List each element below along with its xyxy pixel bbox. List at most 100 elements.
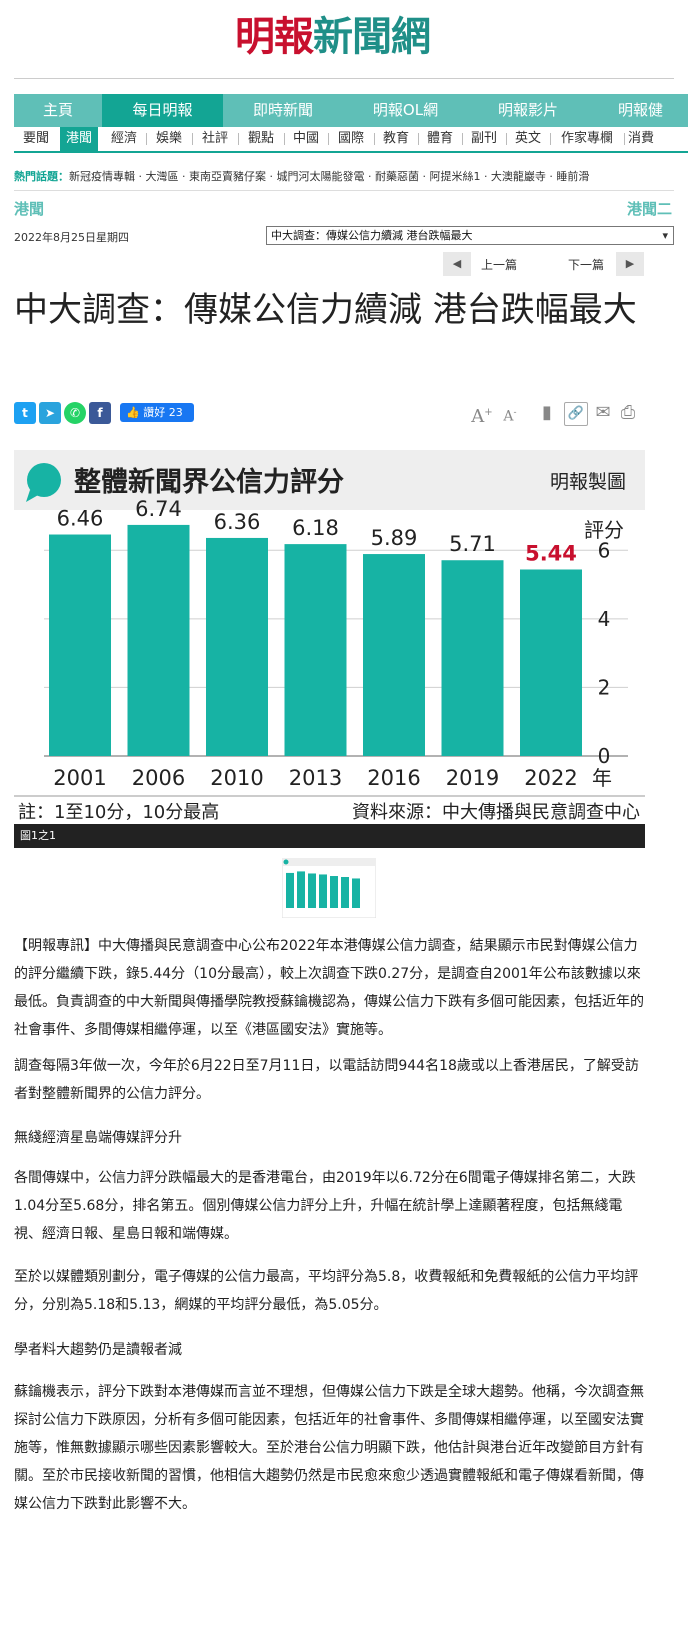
primary-nav: 主頁 每日明報 即時新聞 明報OL網 明報影片 明報健 bbox=[14, 94, 688, 127]
print-icon[interactable]: ⎙ bbox=[620, 402, 636, 423]
credibility-bar-chart: 整體新聞界公信力評分 明報製圖 評分 6.46 2001 6.74 2006 6.36 2… bbox=[14, 450, 645, 824]
prev-label: 上一篇 bbox=[481, 258, 518, 272]
bar-value-label: 6.46 bbox=[57, 507, 104, 531]
subnav-item[interactable]: 教育 bbox=[382, 131, 409, 146]
x-tick-label: 2013 bbox=[289, 766, 342, 790]
nav-video[interactable]: 明報影片 bbox=[497, 101, 558, 119]
bar-value-label: 6.74 bbox=[135, 497, 182, 521]
divider bbox=[192, 133, 193, 145]
chevron-down-icon: ▾ bbox=[662, 229, 668, 242]
chart-credit: 明報製圖 bbox=[550, 471, 626, 493]
divider bbox=[624, 133, 625, 145]
subnav-item[interactable]: 要聞 bbox=[22, 131, 49, 146]
divider bbox=[146, 133, 147, 145]
like-label: 讚好 23 bbox=[143, 406, 183, 419]
chevron-left-icon: ◀ bbox=[443, 252, 471, 276]
site-logo[interactable]: 明報新聞網 bbox=[0, 0, 688, 80]
bar bbox=[520, 569, 582, 756]
divider bbox=[550, 133, 551, 145]
y-tick-label: 6 bbox=[598, 538, 611, 562]
article-title: 中大調查：傳媒公信力續減 港台跌幅最大 bbox=[14, 290, 637, 330]
prev-article-button[interactable]: ◀ 上一篇 bbox=[443, 252, 538, 276]
chat-bubble-icon bbox=[27, 463, 61, 497]
figure-thumbnail[interactable] bbox=[282, 858, 376, 918]
like-button[interactable]: 👍 讚好 23 bbox=[120, 403, 194, 422]
article-paragraph: 蘇鑰機表示，評分下跌對本港傳媒而言並不理想，但傳媒公信力下跌是全球大趨勢。他稱，… bbox=[14, 1384, 644, 1512]
divider bbox=[284, 133, 285, 145]
email-icon[interactable]: ✉ bbox=[595, 402, 611, 423]
y-axis-label: 評分 bbox=[584, 518, 624, 542]
subnav-item[interactable]: 觀點 bbox=[247, 131, 274, 146]
thumb-bar bbox=[352, 878, 360, 908]
chevron-right-icon: ▶ bbox=[616, 252, 644, 276]
chart-note: 註：1至10分，10分最高 bbox=[18, 802, 219, 823]
chart-source: 資料來源：中大傳播與民意調查中心 bbox=[352, 802, 640, 823]
link-icon[interactable]: 🔗 bbox=[564, 402, 588, 426]
x-axis-unit: 年 bbox=[592, 766, 612, 790]
bar-value-label: 5.71 bbox=[449, 532, 496, 556]
section-left-link[interactable]: 港聞 bbox=[14, 200, 45, 218]
bar bbox=[127, 524, 190, 756]
x-tick-label: 2016 bbox=[367, 766, 420, 790]
font-increase-icon[interactable]: A+ bbox=[471, 406, 493, 427]
article-subheading: 無綫經濟星島端傳媒評分升 bbox=[14, 1130, 182, 1146]
bar-value-label: 6.18 bbox=[292, 516, 339, 540]
subnav-item[interactable]: 作家專欄 bbox=[560, 131, 613, 146]
whatsapp-icon[interactable]: ✆ bbox=[64, 402, 86, 424]
divider bbox=[418, 133, 419, 145]
nav-health[interactable]: 明報健 bbox=[618, 101, 664, 119]
chart-header-bg bbox=[14, 450, 645, 510]
divider bbox=[374, 133, 375, 145]
section-right-link[interactable]: 港聞二 bbox=[626, 200, 672, 218]
subnav-item[interactable]: 國際 bbox=[337, 131, 364, 146]
thumb-bar bbox=[341, 877, 349, 908]
secondary-nav: 要聞 港聞 經濟 娛樂 社評 觀點 中國 國際 教育 體育 副刊 英文 作家專欄… bbox=[14, 127, 688, 153]
subnav-item[interactable]: 英文 bbox=[514, 131, 541, 146]
nav-instant[interactable]: 即時新聞 bbox=[252, 101, 313, 119]
x-tick-label: 2022 bbox=[524, 766, 577, 790]
chat-bubble-tail bbox=[26, 490, 40, 502]
thumb-bar bbox=[330, 876, 338, 908]
subnav-item[interactable]: 體育 bbox=[426, 131, 453, 146]
nav-daily[interactable]: 每日明報 bbox=[102, 94, 223, 127]
subnav-item[interactable]: 消費 bbox=[628, 131, 655, 146]
next-label: 下一篇 bbox=[568, 258, 605, 272]
article-paragraph: 至於以媒體類別劃分，電子傳媒的公信力最高，平均評分為5.8，收費報紙和免費報紙的… bbox=[14, 1269, 639, 1313]
nav-home[interactable]: 主頁 bbox=[42, 101, 73, 119]
article-subheading: 學者料大趨勢仍是讀報者減 bbox=[14, 1342, 182, 1358]
divider bbox=[506, 133, 507, 145]
y-tick-label: 4 bbox=[598, 607, 611, 631]
x-tick-label: 2006 bbox=[132, 766, 185, 790]
divider bbox=[328, 133, 329, 145]
facebook-icon[interactable]: f bbox=[89, 402, 111, 424]
hot-topics: 熱門話題：新冠疫情專輯 · 大灣區 · 東南亞賣豬仔案 · 城門河太陽能發電 ·… bbox=[14, 168, 688, 186]
telegram-icon[interactable]: ➤ bbox=[39, 402, 61, 424]
subnav-item[interactable]: 娛樂 bbox=[155, 131, 182, 146]
subnav-item-active[interactable]: 港聞 bbox=[60, 127, 98, 151]
hot-topics-links[interactable]: 新冠疫情專輯 · 大灣區 · 東南亞賣豬仔案 · 城門河太陽能發電 · 耐藥惡菌… bbox=[69, 170, 590, 183]
figure-caption: 圖1之1 bbox=[14, 824, 645, 848]
bar bbox=[49, 534, 111, 756]
subnav-item[interactable]: 社評 bbox=[201, 131, 228, 146]
article-select-value: 中大調查：傳媒公信力續減 港台跌幅最大 bbox=[271, 229, 473, 242]
bar-value-label: 5.44 bbox=[525, 541, 577, 565]
subnav-item[interactable]: 副刊 bbox=[470, 131, 497, 146]
bar-value-label: 6.36 bbox=[214, 510, 261, 534]
y-tick-label: 2 bbox=[598, 675, 611, 699]
bookmark-add-icon[interactable]: ▮ bbox=[542, 402, 552, 423]
twitter-icon[interactable]: t bbox=[14, 402, 36, 424]
subnav-item[interactable]: 中國 bbox=[292, 131, 319, 146]
nav-ol[interactable]: 明報OL網 bbox=[372, 101, 439, 119]
next-article-button[interactable]: 下一篇 ▶ bbox=[566, 252, 646, 276]
thumb-bar bbox=[297, 871, 305, 908]
thumb-bar bbox=[319, 874, 327, 908]
divider bbox=[14, 78, 674, 79]
subnav-item[interactable]: 經濟 bbox=[110, 131, 137, 146]
article-select[interactable]: 中大調查：傳媒公信力續減 港台跌幅最大 ▾ bbox=[266, 226, 674, 245]
hot-topics-label: 熱門話題： bbox=[14, 170, 69, 183]
bar bbox=[206, 537, 268, 756]
divider bbox=[14, 190, 674, 191]
font-decrease-icon[interactable]: A- bbox=[503, 408, 517, 425]
x-tick-label: 2010 bbox=[210, 766, 263, 790]
logo-part1: 明報 bbox=[235, 13, 314, 60]
